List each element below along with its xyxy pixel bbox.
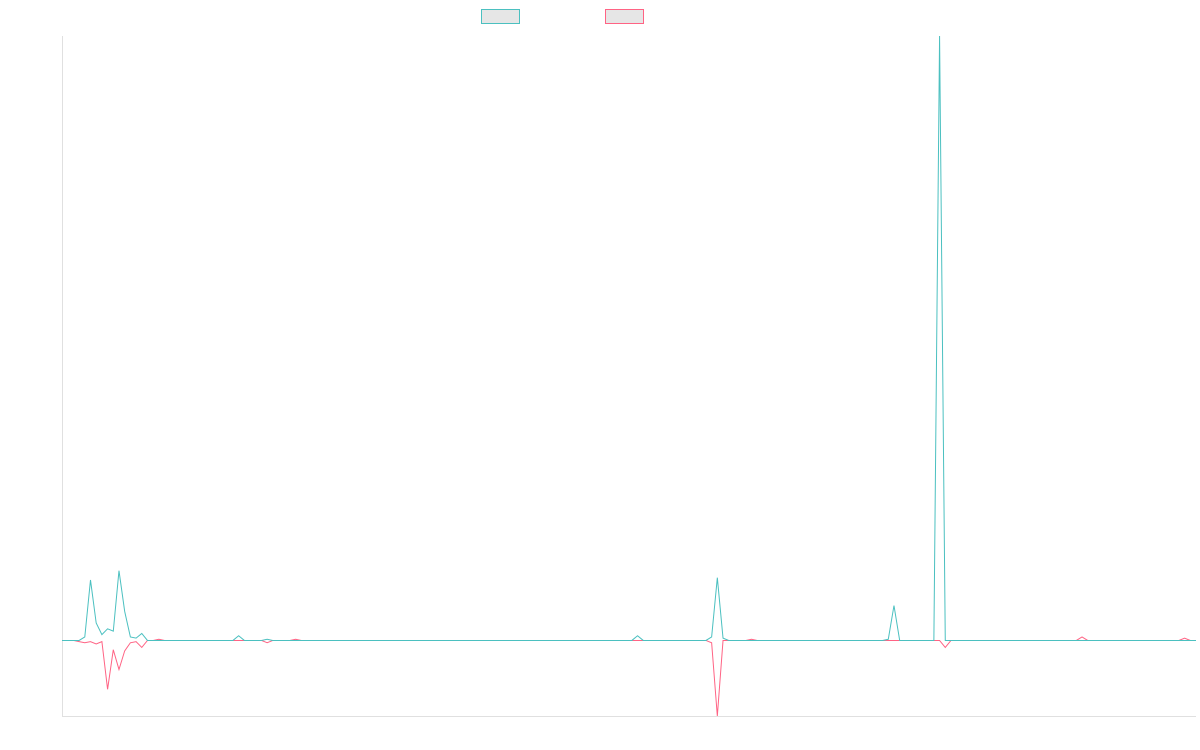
legend-swatch-series-1[interactable] — [481, 9, 520, 24]
series-line-2 — [62, 636, 1196, 717]
legend-swatch-series-2[interactable] — [605, 9, 644, 24]
legend — [0, 9, 1200, 27]
series-line-1 — [62, 35, 1196, 641]
